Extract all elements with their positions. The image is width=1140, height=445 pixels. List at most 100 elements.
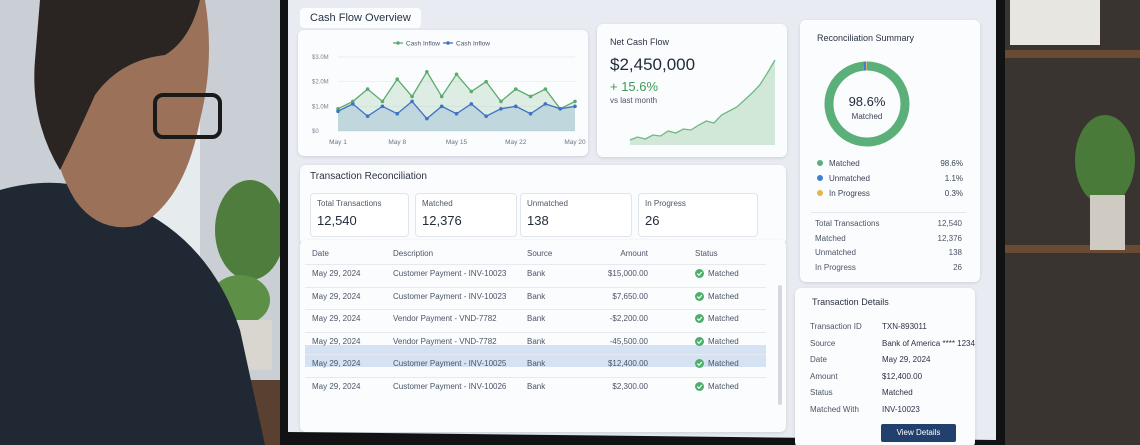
detail-value: INV-10023 — [882, 404, 920, 414]
row-divider — [305, 331, 766, 333]
count-label: Unmatched — [815, 248, 856, 257]
cash-flow-panel — [298, 30, 588, 156]
person-hair — [34, 0, 201, 170]
data-point — [365, 87, 370, 91]
net-cash-change: + 15.6% — [610, 79, 659, 94]
status-icon-circle — [695, 336, 704, 346]
count-value: 12,540 — [937, 219, 962, 228]
panel-title: Net Cash Flow — [610, 37, 670, 47]
legend-swatch — [396, 41, 400, 45]
stat-box — [638, 193, 758, 237]
count-label: Total Transactions — [815, 219, 880, 228]
cash-flow-chart: $0 $1.0M $2.0M $3.0M May 1 May 8 May 15 May 22 M… — [312, 41, 586, 147]
y-tick-label: $2.0M — [312, 80, 329, 86]
table-cell: May 29, 2024 — [312, 381, 361, 391]
status-icon — [695, 269, 704, 278]
status-icon-circle — [695, 359, 704, 368]
table-cell: May 29, 2024 — [312, 314, 361, 323]
legend-dot — [817, 160, 823, 166]
table-cell: Bank — [527, 314, 546, 323]
status-icon-check — [696, 384, 703, 389]
table-cell: Matched — [708, 291, 739, 301]
x-tick-label: May 8 — [388, 139, 406, 146]
stat-label: Matched — [422, 199, 453, 208]
status-icon-check — [696, 316, 703, 322]
status-icon — [695, 291, 704, 301]
count-value: 26 — [953, 262, 962, 272]
net-flow-line — [629, 59, 776, 141]
data-point — [351, 102, 355, 106]
stat-value: 138 — [527, 213, 549, 228]
legend-dot — [817, 175, 823, 181]
table-cell: Bank — [527, 336, 546, 346]
data-point — [336, 107, 340, 111]
x-tick-label: May 1 — [329, 139, 347, 146]
data-point — [410, 94, 414, 99]
data-point — [499, 99, 503, 104]
data-point — [484, 114, 488, 118]
legend-label: Unmatched — [829, 174, 870, 183]
detail-value: TXN-893011 — [882, 322, 927, 331]
series-area — [338, 101, 575, 131]
row-divider — [305, 376, 766, 378]
status-icon-check — [696, 294, 703, 299]
table-header: Description — [393, 249, 434, 258]
detail-label: Amount — [810, 371, 838, 381]
x-tick-label: May 15 — [446, 139, 468, 146]
table-cell: Customer Payment - INV-10026 — [393, 381, 507, 391]
table-header: Amount — [620, 249, 648, 258]
table-header: Status — [695, 249, 718, 258]
count-label: Matched — [815, 233, 846, 243]
table-cell: Matched — [708, 269, 739, 278]
detail-value: Matched — [882, 388, 913, 397]
data-point — [425, 70, 429, 74]
status-icon-circle — [695, 381, 704, 391]
data-point — [528, 94, 533, 99]
shelf — [1000, 245, 1140, 253]
view-details-button[interactable]: View Details — [881, 424, 956, 442]
data-point — [513, 104, 518, 109]
status-icon — [695, 381, 704, 391]
status-icon-circle — [695, 291, 704, 301]
table-cell: May 29, 2024 — [312, 359, 361, 368]
table-cell: Matched — [708, 336, 739, 346]
row-divider — [305, 309, 766, 310]
stat-value: 26 — [645, 213, 660, 228]
person-suit — [0, 182, 265, 445]
stat-label: Unmatched — [527, 199, 568, 208]
data-point — [543, 102, 548, 106]
data-point — [351, 99, 355, 104]
table-header: Source — [527, 249, 553, 258]
data-point — [439, 94, 444, 99]
count-value: 138 — [948, 248, 962, 257]
legend-label: Matched — [829, 159, 860, 168]
table-panel — [300, 240, 786, 432]
table-cell: Matched — [708, 359, 739, 368]
data-point — [439, 104, 444, 109]
net-flow-area — [630, 60, 775, 145]
detail-value: Bank of America **** 1234 — [882, 338, 975, 348]
stat-box — [415, 193, 517, 237]
y-tick-label: $0 — [312, 129, 319, 135]
table-cell: Customer Payment - INV-10023 — [393, 269, 507, 278]
panel-title: Transaction Reconciliation — [310, 171, 427, 182]
table-cell: Vendor Payment - VND-7782 — [393, 314, 497, 323]
y-tick-label: $3.0M — [312, 55, 329, 61]
glasses — [153, 93, 222, 139]
data-point — [395, 77, 400, 81]
net-cash-amount: $2,450,000 — [610, 55, 696, 74]
legend-value: 0.3% — [945, 189, 963, 198]
table-cell: Vendor Payment - VND-7782 — [393, 336, 497, 346]
details-panel — [795, 288, 975, 445]
divider — [811, 212, 966, 213]
table-cell: Bank — [527, 291, 546, 301]
net-cash-flow-chart — [629, 59, 776, 145]
x-tick-label: May 20 — [564, 139, 586, 146]
data-point — [365, 114, 370, 118]
detail-label: Status — [810, 388, 833, 397]
table-cell: Bank — [527, 381, 546, 391]
donut-center-label: Matched — [852, 112, 883, 121]
data-point — [380, 99, 385, 104]
status-icon-circle — [695, 269, 704, 278]
net-cash-note: vs last month — [610, 96, 658, 105]
